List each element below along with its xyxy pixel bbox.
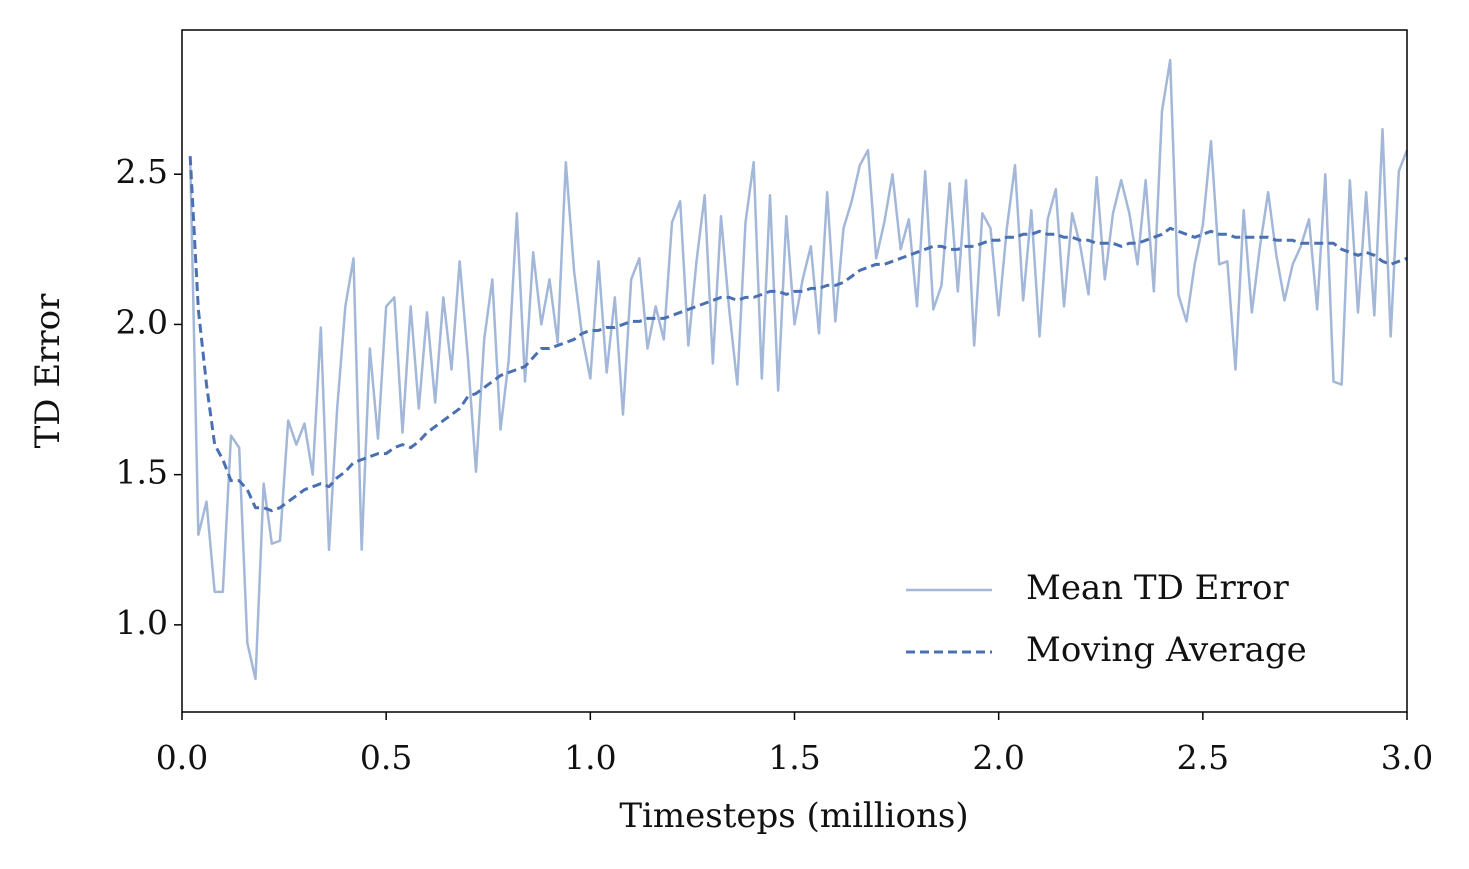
legend-label: Moving Average xyxy=(1026,630,1307,670)
x-tick-label: 1.5 xyxy=(768,738,820,777)
series-line xyxy=(188,156,1408,513)
y-tick-label: 2.0 xyxy=(116,302,168,341)
legend-label: Mean TD Error xyxy=(1026,568,1289,608)
x-tick-label: 0.0 xyxy=(156,738,208,777)
x-axis-label: Timesteps (millions) xyxy=(619,796,968,836)
y-tick-label: 2.5 xyxy=(116,152,168,191)
x-tick-label: 0.5 xyxy=(360,738,412,777)
y-tick-label: 1.5 xyxy=(116,453,168,492)
x-tick-label: 2.0 xyxy=(972,738,1024,777)
x-tick-label: 1.0 xyxy=(564,738,616,777)
y-tick-label: 1.0 xyxy=(116,603,168,642)
y-axis-label: TD Error xyxy=(28,293,68,449)
plot-frame xyxy=(181,29,1408,713)
x-tick-label: 3.0 xyxy=(1381,738,1433,777)
x-tick-label: 2.5 xyxy=(1177,738,1229,777)
series-line xyxy=(188,58,1409,681)
